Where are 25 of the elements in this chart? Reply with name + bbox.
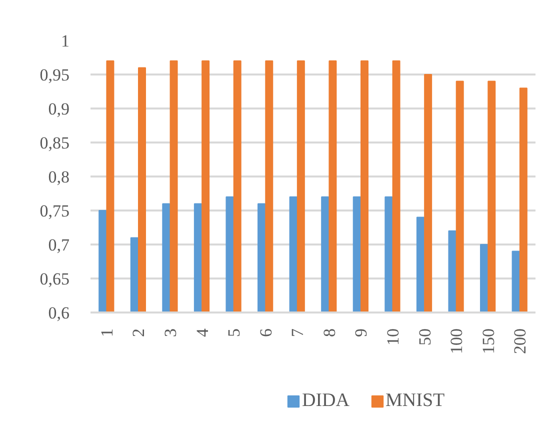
x-tick-label: 8	[320, 328, 339, 337]
x-tick-label: 7	[288, 328, 308, 337]
y-tick-label: 0,85	[40, 134, 70, 152]
x-tick-label: 3	[160, 328, 180, 337]
x-tick-label: 2	[129, 328, 148, 337]
x-tick-label: 9	[352, 328, 371, 337]
y-tick-label: 0,75	[40, 202, 70, 220]
y-tick-label: 0,7	[48, 236, 70, 254]
x-tick-label: 200	[510, 328, 530, 354]
y-tick-label: 0,95	[40, 66, 70, 84]
x-tick-label: 6	[256, 328, 276, 337]
y-tick-label: 1	[61, 32, 70, 50]
x-tick-label: 150	[478, 328, 498, 354]
x-tick-label: 5	[224, 328, 244, 337]
legend-label: DIDA	[302, 390, 350, 412]
y-tick-label: 0,9	[48, 100, 70, 118]
x-tick-label: 100	[447, 328, 466, 354]
x-tick-label: 1	[97, 328, 116, 337]
x-tick-label: 4	[192, 328, 212, 337]
y-tick-label: 0,65	[40, 270, 70, 288]
y-tick-label: 0,6	[48, 304, 70, 322]
y-tick-label: 0,8	[48, 168, 70, 186]
x-tick-label: 10	[383, 328, 402, 346]
x-tick-label: 50	[415, 328, 434, 346]
legend-label: MNIST	[386, 390, 445, 412]
